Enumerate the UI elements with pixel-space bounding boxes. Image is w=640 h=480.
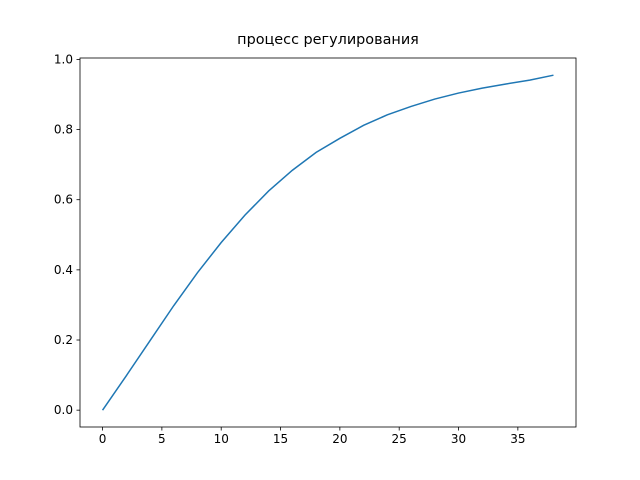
y-tick-label: 0.2 [54,333,73,347]
x-tick-label: 15 [273,432,288,446]
x-tick-label: 10 [214,432,229,446]
chart-title: процесс регулирования [237,32,419,48]
x-tick-label: 35 [510,432,525,446]
x-tick-label: 25 [392,432,407,446]
y-tick-label: 0.6 [54,193,73,207]
x-tick-label: 20 [332,432,347,446]
x-tick-label: 0 [99,432,107,446]
y-tick-label: 0.4 [54,263,73,277]
x-tick-label: 30 [451,432,466,446]
x-tick-label: 5 [158,432,166,446]
axes-frame [79,57,577,428]
y-tick-label: 0.8 [54,123,73,137]
y-tick-label: 1.0 [54,52,73,66]
line [101,74,554,411]
y-tick-label: 0.0 [54,403,73,417]
